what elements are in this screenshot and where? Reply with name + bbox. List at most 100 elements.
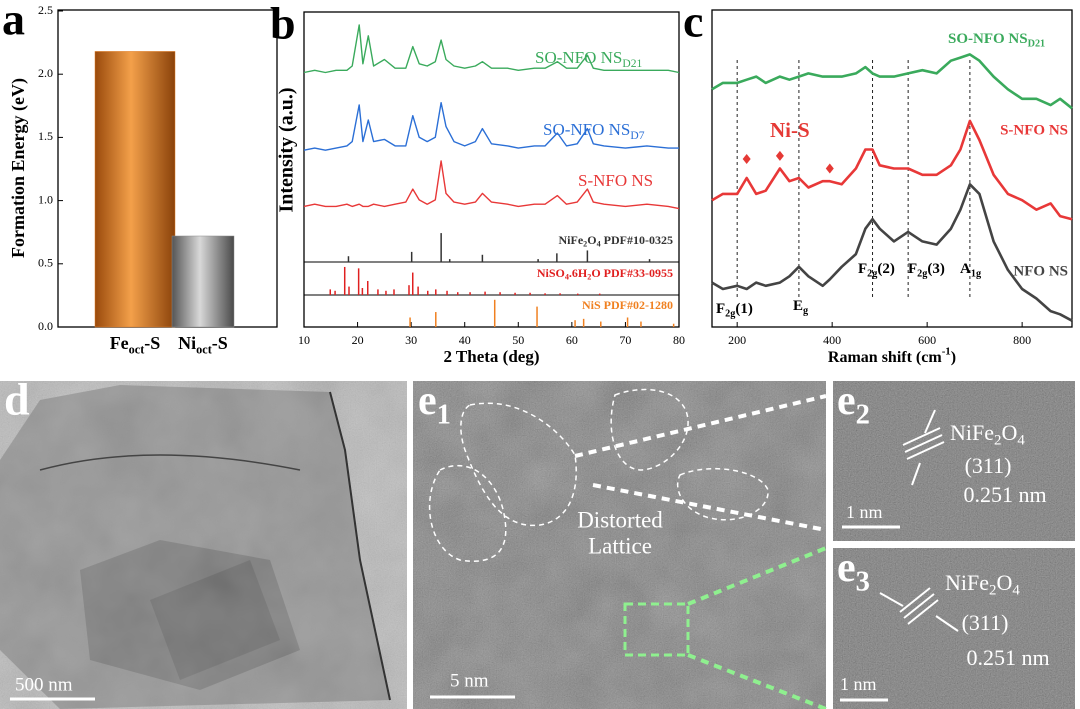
- reference-label-part: PDF#10-0325: [601, 233, 673, 247]
- x-tick-label: Nioct-S: [178, 333, 228, 356]
- spectrum: [711, 183, 1073, 322]
- mode-label-part: F: [908, 261, 917, 277]
- scale-bar-label: 1 nm: [846, 502, 883, 522]
- sheet-edge: [329, 391, 391, 701]
- y-tick-label: 0.0: [38, 319, 53, 333]
- x-tick-label: Feoct-S: [110, 333, 161, 356]
- reference-label-part: NiFe: [559, 233, 584, 247]
- panel-label: a: [2, 0, 25, 45]
- marker: [742, 153, 751, 164]
- x-tick-label: 200: [728, 333, 746, 347]
- reference-label-part: 2: [587, 272, 591, 281]
- plot-frame: [303, 11, 680, 328]
- y-axis-label: Formation Energy (eV): [8, 78, 29, 258]
- x-tick-label: 400: [823, 333, 841, 347]
- image-texture: [413, 381, 826, 709]
- x-tick-label: 800: [1013, 333, 1031, 347]
- phase-label-part: 2: [989, 583, 996, 599]
- series-label: NFO NS: [1013, 263, 1068, 279]
- spacing-label: 0.251 nm: [966, 645, 1049, 670]
- reference-label-part: .6H: [569, 266, 588, 280]
- mode-label-part: F: [858, 261, 867, 277]
- series-label-part: D21: [622, 57, 642, 70]
- series-label: S-NFO NS: [578, 171, 653, 190]
- panel-label: b: [270, 0, 296, 49]
- phase-label: NiFe2O4: [945, 570, 1020, 599]
- panel-label-part: e: [418, 378, 437, 424]
- series-label: SO-NFO NSD21: [535, 48, 643, 70]
- series-label-part: SO-NFO NS: [948, 31, 1028, 47]
- x-tick-label-part: -S: [144, 333, 160, 353]
- reference-label-part: 4: [565, 272, 569, 281]
- phase-label-part: 4: [1017, 433, 1025, 449]
- panel-label-part: 2: [856, 399, 870, 430]
- x-tick-label: 30: [405, 333, 417, 347]
- x-tick-label: 50: [512, 333, 524, 347]
- marker: [775, 150, 784, 161]
- series-label-part: SO-NFO NS: [535, 48, 622, 67]
- spectrum: [303, 24, 680, 74]
- mode-label: A1g: [960, 261, 981, 279]
- phase-label-part: O: [996, 570, 1012, 595]
- mode-label-part: (2): [877, 261, 895, 277]
- hrtem-image-e1: [413, 381, 827, 709]
- phase-label-part: 2: [994, 433, 1001, 449]
- spectrum: [303, 102, 679, 151]
- reference-label: NiFe2O4 PDF#10-0325: [559, 233, 673, 249]
- phase-label-part: NiFe: [945, 570, 989, 595]
- tem-image-d: [0, 381, 407, 709]
- zoom-lines-e3: [687, 546, 827, 709]
- y-tick-label: 1.0: [38, 192, 53, 206]
- bar: [171, 235, 235, 328]
- mode-label-part: 1g: [971, 269, 981, 280]
- y-tick-label: 2.0: [38, 66, 53, 80]
- x-axis-label-part: Raman shift (cm: [828, 349, 942, 366]
- x-tick-label: 10: [298, 333, 310, 347]
- mode-label-part: E: [793, 298, 803, 314]
- panel-label: e3: [837, 545, 870, 598]
- annotation: Lattice: [588, 533, 652, 558]
- series-label-part: D7: [630, 129, 644, 142]
- image-texture: [0, 381, 407, 709]
- x-tick-label: 600: [918, 333, 936, 347]
- mode-label-part: g: [803, 306, 808, 317]
- panel-label: e2: [837, 378, 870, 431]
- x-tick-label: 70: [619, 333, 631, 347]
- series-label: S-NFO NS: [1000, 122, 1068, 138]
- lattice-fringe-marker: [902, 409, 945, 486]
- x-axis-label: Raman shift (cm-1): [828, 345, 956, 366]
- phase-label: NiFe2O4: [950, 420, 1025, 449]
- mode-label-part: 2g: [725, 309, 735, 320]
- series-label-part: SO-NFO NS: [543, 120, 630, 139]
- zoom-box: [623, 602, 690, 657]
- x-tick-label-part: oct: [196, 342, 213, 356]
- spectrum: [711, 119, 1073, 221]
- panel-label: d: [4, 374, 30, 425]
- marker-label: Ni-S: [770, 118, 810, 142]
- reference-label-part: 4: [597, 239, 601, 248]
- hrtem-image-e3: [833, 548, 1075, 709]
- y-tick-label: 0.5: [38, 256, 53, 270]
- mode-label: F2g(3): [908, 261, 945, 279]
- lattice-fringe-marker: [879, 587, 959, 632]
- panel-label: c: [683, 0, 703, 47]
- bar: [94, 51, 176, 328]
- panel-label-part: e: [837, 378, 856, 424]
- mode-label-part: 2g: [867, 269, 877, 280]
- reference-label-part: NiSO: [537, 266, 565, 280]
- scale-bar-label: 1 nm: [840, 674, 877, 694]
- x-axis-label-part: ): [951, 349, 956, 366]
- y-tick-label: 2.5: [38, 3, 53, 17]
- mode-label-part: (3): [927, 261, 945, 277]
- annotation: Distorted: [577, 507, 663, 532]
- reference-label-part: O PDF#33-0955: [591, 266, 673, 280]
- x-tick-label: 40: [459, 333, 471, 347]
- y-axis-label: Intensity (a.u.): [276, 87, 298, 212]
- series-label-part: D21: [1028, 39, 1046, 50]
- zoom-lines-e2: [574, 394, 827, 532]
- scale-bar-label: 500 nm: [15, 674, 73, 695]
- mode-label: F2g(1): [716, 301, 753, 319]
- phase-label-part: 4: [1012, 583, 1020, 599]
- y-tick-label: 1.5: [38, 129, 53, 143]
